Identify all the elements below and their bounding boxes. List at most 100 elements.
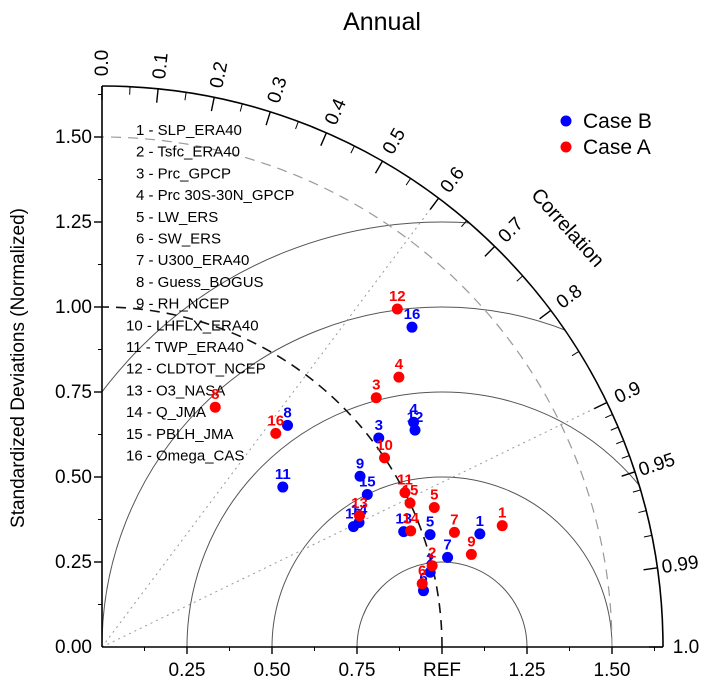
- data-point-label: 6: [418, 563, 426, 580]
- data-point: [405, 525, 417, 537]
- data-point-label: 2: [428, 545, 436, 562]
- rms-circle: [356, 561, 528, 647]
- correlation-major-tick: [621, 471, 636, 477]
- std-dashed-arc: [101, 136, 613, 648]
- variable-key-item: 5 - LW_ERS: [136, 209, 218, 226]
- data-point-label: 7: [443, 536, 451, 553]
- data-point-label: 8: [211, 386, 219, 403]
- correlation-tick-label: 0.7: [494, 214, 527, 248]
- correlation-major-tick: [156, 88, 159, 103]
- legend-marker-case-b: [560, 115, 572, 127]
- correlation-minor-tick: [184, 92, 187, 101]
- data-point: [428, 501, 440, 513]
- data-point-label: 1: [476, 513, 484, 530]
- data-point: [353, 510, 365, 522]
- data-point: [393, 371, 405, 383]
- data-point-label: 12: [389, 288, 406, 305]
- correlation-minor-tick: [643, 534, 652, 538]
- data-point: [373, 432, 385, 444]
- correlation-tick-label: 1.0: [673, 637, 699, 658]
- correlation-tick-label: 0.9: [611, 378, 644, 408]
- data-point-label: 4: [395, 356, 404, 373]
- data-point: [416, 578, 428, 590]
- y-tick-label: 0.75: [55, 382, 92, 403]
- data-point-label: 8: [283, 404, 291, 421]
- data-point-label: 3: [375, 417, 383, 434]
- data-point: [424, 529, 436, 541]
- y-tick-label: 0.00: [55, 637, 92, 658]
- correlation-major-tick: [484, 245, 496, 257]
- correlation-major-tick: [374, 160, 384, 174]
- correlation-tick-label: 0.0: [92, 50, 113, 76]
- x-tick-label: 1.50: [594, 660, 631, 681]
- data-point-label: 4: [409, 401, 418, 418]
- correlation-minor-tick: [605, 413, 613, 419]
- rms-circle: [102, 221, 663, 647]
- rms-circle: [102, 306, 663, 647]
- data-point: [379, 452, 391, 464]
- variable-key-item: 16 - Omega_CAS: [126, 448, 244, 465]
- data-point: [361, 489, 373, 501]
- x-tick-label: 1.25: [509, 660, 546, 681]
- data-point: [282, 419, 294, 431]
- variable-key-item: 1 - SLP_ERA40: [136, 122, 242, 139]
- data-point-label: 5: [426, 514, 434, 531]
- rms-circle: [186, 391, 663, 647]
- correlation-minor-tick: [571, 351, 580, 357]
- x-tick-label: REF: [423, 660, 461, 681]
- data-point: [442, 551, 454, 563]
- variable-key-item: 9 - RH_NCEP: [136, 296, 229, 313]
- data-point: [465, 548, 477, 560]
- data-point: [404, 497, 416, 509]
- correlation-tick-label: 0.1: [149, 52, 173, 80]
- variable-key-item: 4 - Prc 30S-30N_GPCP: [136, 187, 294, 204]
- data-point-label: 10: [376, 437, 393, 454]
- correlation-minor-tick: [461, 220, 468, 228]
- y-tick-label: 0.50: [55, 467, 92, 488]
- data-point: [209, 401, 221, 413]
- correlation-minor-tick: [239, 103, 243, 112]
- correlation-major-tick: [320, 132, 328, 146]
- data-point: [406, 321, 418, 333]
- correlation-minor-tick: [295, 121, 299, 130]
- correlation-tick-label: 0.8: [553, 281, 587, 314]
- correlation-tick-label: 0.5: [379, 125, 410, 158]
- data-point: [270, 427, 282, 439]
- data-point-label: 15: [402, 482, 419, 499]
- data-point-label: 3: [372, 377, 380, 394]
- correlation-minor-tick: [405, 178, 411, 186]
- variable-key-item: 8 - Guess_BOGUS: [136, 274, 264, 291]
- variable-key-item: 14 - Q_JMA: [126, 404, 206, 421]
- correlation-tick-label: 0.99: [660, 552, 700, 578]
- data-point-label: 13: [395, 511, 412, 528]
- data-point: [399, 487, 411, 499]
- variable-key-item: 12 - CLDTOT_NCEP: [126, 361, 266, 378]
- data-point: [391, 303, 403, 315]
- std-dashed-arc: [101, 306, 443, 648]
- legend-marker-case-a: [560, 141, 572, 153]
- correlation-major-tick: [429, 197, 440, 210]
- data-point: [474, 528, 486, 540]
- y-axis-label: Standardized Deviations (Normalized): [8, 208, 29, 528]
- data-point-label: 13: [351, 495, 368, 512]
- correlation-minor-tick: [616, 440, 624, 445]
- x-tick-label: 0.75: [339, 660, 376, 681]
- correlation-major-tick: [265, 111, 271, 126]
- variable-key-item: 6 - SW_ERS: [136, 231, 221, 248]
- correlation-minor-tick: [610, 426, 619, 431]
- variable-key-item: 3 - Prc_GPCP: [136, 165, 231, 182]
- correlation-axis-label: Correlation: [527, 184, 609, 271]
- correlation-tick-label: 0.95: [636, 449, 678, 480]
- data-point: [426, 560, 438, 572]
- correlation-tick-label: 0.4: [321, 95, 351, 128]
- x-tick-label: 0.50: [254, 660, 291, 681]
- data-point-label: 1: [498, 505, 506, 522]
- correlation-minor-tick: [638, 510, 647, 514]
- correlation-minor-tick: [632, 489, 641, 493]
- legend-label: Case A: [583, 136, 651, 159]
- data-point-label: 2: [426, 551, 434, 568]
- chart-title: Annual: [343, 8, 421, 36]
- correlation-major-tick: [593, 401, 608, 410]
